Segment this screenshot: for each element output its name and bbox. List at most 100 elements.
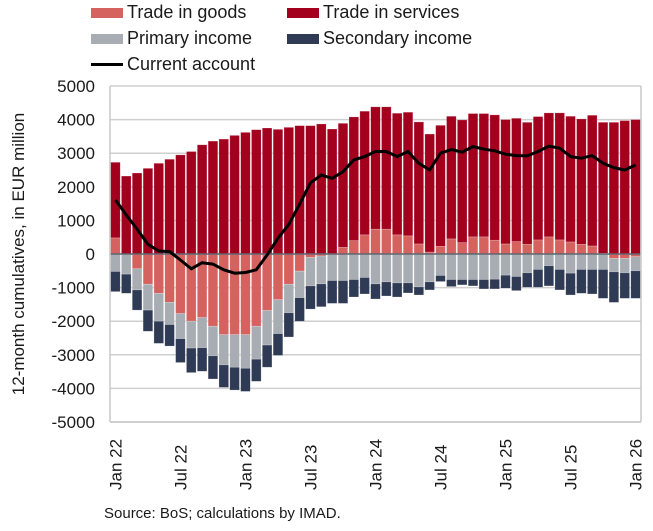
bar-secondary-income bbox=[554, 269, 565, 291]
bar-secondary-income bbox=[251, 358, 262, 382]
bar-secondary-income bbox=[348, 279, 359, 298]
bar-trade-in-services bbox=[294, 125, 305, 255]
bar-primary-income bbox=[511, 253, 522, 277]
bar-secondary-income bbox=[142, 309, 154, 332]
bar-secondary-income bbox=[597, 269, 609, 299]
y-tick-label: 5000 bbox=[57, 77, 95, 96]
bar-primary-income bbox=[272, 299, 284, 334]
bar-primary-income bbox=[121, 253, 132, 275]
bar-trade-in-goods bbox=[262, 253, 273, 311]
bar-trade-in-goods bbox=[446, 238, 457, 255]
bar-trade-in-goods bbox=[402, 235, 414, 255]
bar-secondary-income bbox=[121, 273, 132, 294]
bar-trade-in-services bbox=[131, 172, 143, 255]
bar-secondary-income bbox=[229, 366, 240, 391]
legend-item-current-account: Current account bbox=[91, 54, 255, 75]
bar-primary-income bbox=[554, 253, 565, 270]
bar-trade-in-goods bbox=[467, 236, 479, 255]
bar-secondary-income bbox=[294, 297, 305, 322]
bar-primary-income bbox=[359, 253, 370, 278]
legend-item-services: Trade in services bbox=[287, 2, 459, 23]
bar-secondary-income bbox=[489, 278, 500, 290]
bar-trade-in-goods bbox=[576, 243, 587, 255]
bar-trade-in-services bbox=[153, 162, 164, 255]
bar-trade-in-goods bbox=[478, 236, 489, 255]
bar-trade-in-services bbox=[500, 119, 511, 245]
bar-trade-in-goods bbox=[554, 239, 565, 255]
bar-primary-income bbox=[229, 334, 240, 368]
y-tick-label: -1000 bbox=[52, 279, 95, 298]
bar-primary-income bbox=[305, 257, 316, 287]
bar-trade-in-goods bbox=[457, 242, 468, 255]
bar-trade-in-services bbox=[630, 119, 641, 255]
bar-trade-in-services bbox=[576, 118, 587, 245]
y-tick-label: 2000 bbox=[57, 178, 95, 197]
bar-secondary-income bbox=[164, 324, 175, 347]
bar-secondary-income bbox=[532, 269, 544, 288]
bar-primary-income bbox=[576, 253, 587, 270]
bar-primary-income bbox=[175, 313, 186, 339]
bar-trade-in-goods bbox=[392, 234, 403, 255]
bar-trade-in-services bbox=[207, 140, 219, 255]
bar-secondary-income bbox=[327, 280, 338, 304]
legend-swatch-goods bbox=[91, 7, 123, 18]
bar-trade-in-goods bbox=[413, 243, 424, 255]
bar-trade-in-services bbox=[532, 116, 544, 241]
x-tick-label: Jul 23 bbox=[302, 445, 321, 490]
bar-secondary-income bbox=[522, 272, 533, 288]
bar-trade-in-services bbox=[196, 144, 208, 255]
x-tick-label: Jul 24 bbox=[432, 445, 451, 490]
bar-trade-in-services bbox=[240, 132, 251, 255]
legend-item-primary: Primary income bbox=[91, 28, 252, 49]
bar-primary-income bbox=[381, 253, 392, 283]
bar-trade-in-services bbox=[619, 120, 630, 255]
bar-primary-income bbox=[251, 325, 262, 360]
bar-trade-in-services bbox=[175, 154, 186, 255]
bar-secondary-income bbox=[359, 277, 370, 295]
legend-swatch-services bbox=[287, 7, 319, 18]
bar-secondary-income bbox=[402, 282, 414, 294]
bar-trade-in-services bbox=[467, 113, 479, 238]
bar-secondary-income bbox=[619, 272, 630, 299]
x-tick-label: Jan 26 bbox=[627, 439, 646, 490]
bar-secondary-income bbox=[565, 272, 576, 296]
bar-primary-income bbox=[327, 253, 338, 281]
legend-label-secondary: Secondary income bbox=[323, 28, 473, 48]
y-tick-label: -4000 bbox=[52, 379, 95, 398]
bar-secondary-income bbox=[283, 312, 294, 338]
x-tick-label: Jul 25 bbox=[562, 445, 581, 490]
x-tick-label: Jul 22 bbox=[171, 445, 190, 490]
x-tick-label: Jan 24 bbox=[367, 439, 386, 490]
bar-primary-income bbox=[131, 268, 143, 291]
bar-trade-in-services bbox=[489, 114, 500, 241]
bar-trade-in-services bbox=[457, 119, 468, 243]
bar-primary-income bbox=[316, 255, 327, 285]
legend-line-current-account bbox=[91, 63, 123, 66]
bar-secondary-income bbox=[262, 344, 273, 368]
bar-secondary-income bbox=[218, 364, 229, 388]
bar-trade-in-goods bbox=[272, 253, 284, 300]
bar-trade-in-goods bbox=[294, 253, 305, 272]
bar-trade-in-services bbox=[359, 110, 370, 236]
bar-secondary-income bbox=[110, 271, 121, 292]
bar-primary-income bbox=[457, 253, 468, 280]
bar-primary-income bbox=[522, 253, 533, 274]
bar-secondary-income bbox=[457, 279, 468, 286]
bar-trade-in-services bbox=[316, 123, 327, 255]
x-tick-label: Jan 23 bbox=[237, 439, 256, 490]
bar-primary-income bbox=[142, 283, 154, 311]
bar-secondary-income bbox=[240, 367, 251, 392]
bar-secondary-income bbox=[478, 279, 489, 290]
legend-item-goods: Trade in goods bbox=[91, 2, 246, 23]
bar-trade-in-services bbox=[392, 112, 403, 236]
bar-trade-in-services bbox=[608, 121, 620, 255]
bar-primary-income bbox=[348, 253, 359, 280]
bar-primary-income bbox=[196, 317, 208, 349]
legend-label-primary: Primary income bbox=[127, 28, 253, 48]
bar-trade-in-services bbox=[186, 151, 197, 255]
bar-secondary-income bbox=[381, 281, 392, 297]
bar-trade-in-goods bbox=[565, 241, 576, 255]
bar-secondary-income bbox=[413, 286, 424, 296]
bar-trade-in-services bbox=[348, 116, 359, 241]
y-tick-label: -3000 bbox=[52, 346, 95, 365]
